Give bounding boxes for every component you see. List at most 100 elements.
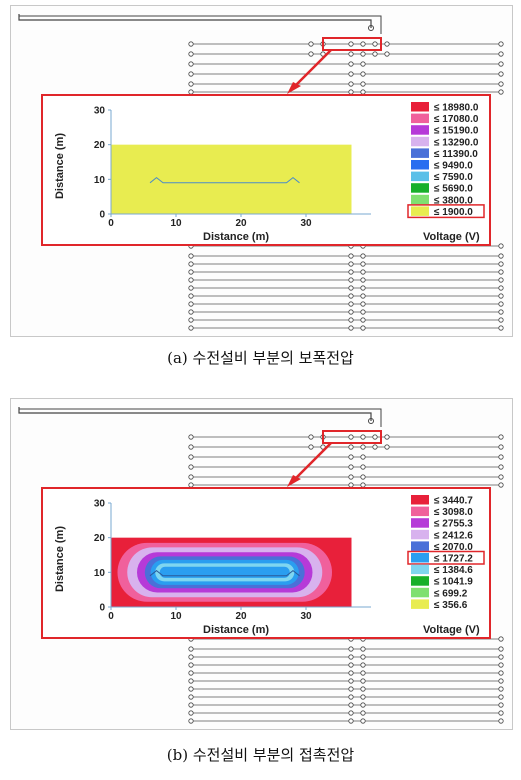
rod-marker	[498, 253, 504, 259]
rod-marker	[348, 434, 354, 440]
x-axis-label: Distance (m)	[203, 624, 269, 636]
rod-marker	[498, 89, 504, 95]
y-axis-label: Distance (m)	[54, 526, 66, 592]
rod-marker	[348, 81, 354, 87]
rod-marker	[384, 41, 390, 47]
x-tick-label: 30	[300, 218, 312, 229]
grounding-layout-b	[18, 407, 504, 724]
plot-area-b: 0 10 20 30 0 10 20 30	[94, 499, 371, 622]
rod-marker	[348, 309, 354, 315]
rod-marker	[188, 309, 194, 315]
grounding-grid-lines-b	[18, 407, 504, 724]
rod-marker	[188, 718, 194, 724]
feeder-line	[19, 408, 382, 427]
rod-marker	[498, 317, 504, 323]
rod-marker	[360, 678, 366, 684]
rod-marker	[348, 718, 354, 724]
legend-swatch	[411, 587, 429, 598]
legend-label: ≤ 17080.0	[434, 114, 479, 125]
rod-marker	[498, 454, 504, 460]
highlight-box	[322, 37, 382, 51]
rod-marker	[188, 261, 194, 267]
rod-marker	[498, 694, 504, 700]
rod-marker	[498, 654, 504, 660]
rod-marker	[498, 243, 504, 249]
x-tick-label: 0	[108, 218, 114, 229]
rod-marker	[348, 710, 354, 716]
legend-swatch	[411, 113, 429, 124]
x-tick-label: 10	[170, 218, 182, 229]
legend-label: ≤ 2412.6	[434, 530, 473, 541]
rod-marker	[498, 269, 504, 275]
rod-marker	[348, 269, 354, 275]
y-tick-label: 0	[99, 603, 105, 614]
rod-marker	[348, 41, 354, 47]
rod-marker	[188, 686, 194, 692]
callout-arrow	[292, 49, 332, 89]
rod-marker	[348, 694, 354, 700]
rod-marker	[188, 434, 194, 440]
rod-marker	[188, 269, 194, 275]
legend-label: ≤ 7590.0	[434, 172, 473, 183]
rod-marker	[498, 325, 504, 331]
legend-swatch	[411, 148, 429, 158]
rod-marker	[188, 662, 194, 668]
rod-marker	[188, 277, 194, 283]
node-marker	[368, 25, 374, 31]
rod-marker	[308, 444, 314, 450]
equipment-outline	[149, 569, 300, 577]
figure-caption-b: (b) 수전설비 부분의 접촉전압	[166, 746, 355, 764]
legend-label: ≤ 3800.0	[434, 195, 473, 206]
rod-marker	[360, 285, 366, 291]
rod-marker	[348, 293, 354, 299]
rod-marker	[360, 670, 366, 676]
rod-marker	[372, 444, 378, 450]
rod-marker	[348, 444, 354, 450]
rod-marker	[498, 293, 504, 299]
rod-marker	[498, 646, 504, 652]
rod-marker	[348, 261, 354, 267]
rod-marker	[188, 317, 194, 323]
rod-marker	[188, 81, 194, 87]
legend-swatch	[411, 506, 429, 517]
rod-marker	[360, 325, 366, 331]
rod-marker	[384, 434, 390, 440]
y-axis-label: Distance (m)	[54, 133, 66, 199]
rod-marker	[348, 654, 354, 660]
rod-marker	[188, 325, 194, 331]
figure-caption-a: (a) 수전설비 부분의 보폭전압	[167, 349, 354, 367]
rod-marker	[348, 702, 354, 708]
rod-marker	[498, 636, 504, 642]
rod-marker	[360, 718, 366, 724]
voltage-contour	[159, 566, 290, 578]
rod-marker	[360, 317, 366, 323]
rod-marker	[498, 662, 504, 668]
y-tick-label: 10	[94, 175, 106, 186]
rod-marker	[348, 51, 354, 57]
layout-panel-b: 0 10 20 30 0 10 20 30 ≤ 3440.7 ≤ 3098.0 ≤ 2755.3 ≤…	[10, 398, 513, 730]
rod-marker	[360, 269, 366, 275]
rod-marker	[188, 444, 194, 450]
rod-marker	[360, 51, 366, 57]
legend-b: ≤ 3440.7≤ 3098.0≤ 2755.3≤ 2412.6≤ 2070.0…	[407, 495, 485, 611]
legend-swatch	[411, 183, 429, 193]
rod-marker	[498, 464, 504, 470]
rod-marker	[308, 41, 314, 47]
rod-marker	[360, 710, 366, 716]
inset-chart-a: 0 10 20 30 0 10 20 30 ≤ 18980.0 ≤ 17080.0 ≤ 15190…	[41, 94, 491, 246]
rod-marker	[188, 670, 194, 676]
callout-arrow-head	[287, 82, 301, 94]
legend-swatch	[411, 564, 429, 575]
x-tick-label: 20	[235, 218, 247, 229]
rod-marker	[498, 277, 504, 283]
rod-marker	[360, 434, 366, 440]
rod-marker	[498, 41, 504, 47]
rod-marker	[308, 434, 314, 440]
rod-marker	[498, 702, 504, 708]
legend-label: ≤ 2755.3	[434, 519, 473, 530]
rod-marker	[498, 301, 504, 307]
y-tick-label: 10	[94, 568, 106, 579]
rod-marker	[384, 444, 390, 450]
rod-marker	[360, 81, 366, 87]
